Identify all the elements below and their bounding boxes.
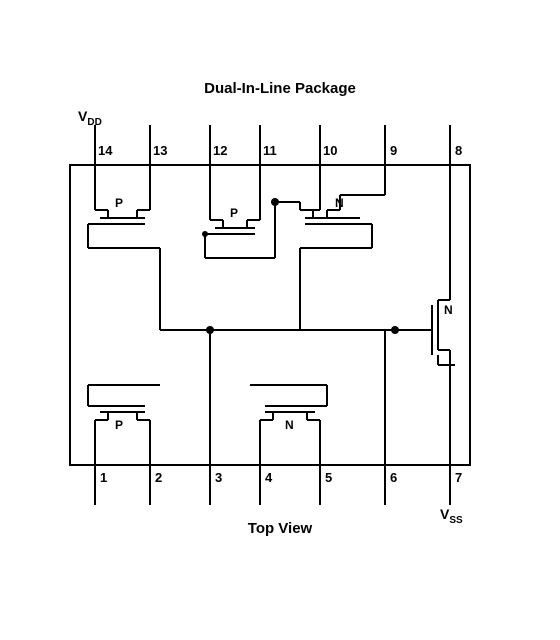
pin-14: 14	[98, 143, 112, 158]
pin-11: 11	[263, 143, 277, 158]
label-n-tr: N	[335, 196, 344, 210]
schematic-svg	[0, 0, 560, 640]
pin-5: 5	[325, 470, 332, 485]
pin-10: 10	[323, 143, 337, 158]
pin-1: 1	[100, 470, 107, 485]
pin-13: 13	[153, 143, 167, 158]
pin-8: 8	[455, 143, 462, 158]
pin-3: 3	[215, 470, 222, 485]
pin-2: 2	[155, 470, 162, 485]
transistor-p-botleft	[88, 385, 160, 465]
label-p-tl: P	[115, 196, 123, 210]
pin-12: 12	[213, 143, 227, 158]
pin-4: 4	[265, 470, 272, 485]
pin-6: 6	[390, 470, 397, 485]
label-n-br: N	[285, 418, 294, 432]
label-n-r: N	[444, 303, 453, 317]
label-p-tm: P	[230, 206, 238, 220]
transistor-p-topleft	[88, 165, 160, 330]
transistor-p-topmid	[205, 165, 279, 258]
transistor-n-topright	[275, 165, 385, 330]
label-p-bl: P	[115, 418, 123, 432]
pin-7: 7	[455, 470, 462, 485]
pin-9: 9	[390, 143, 397, 158]
